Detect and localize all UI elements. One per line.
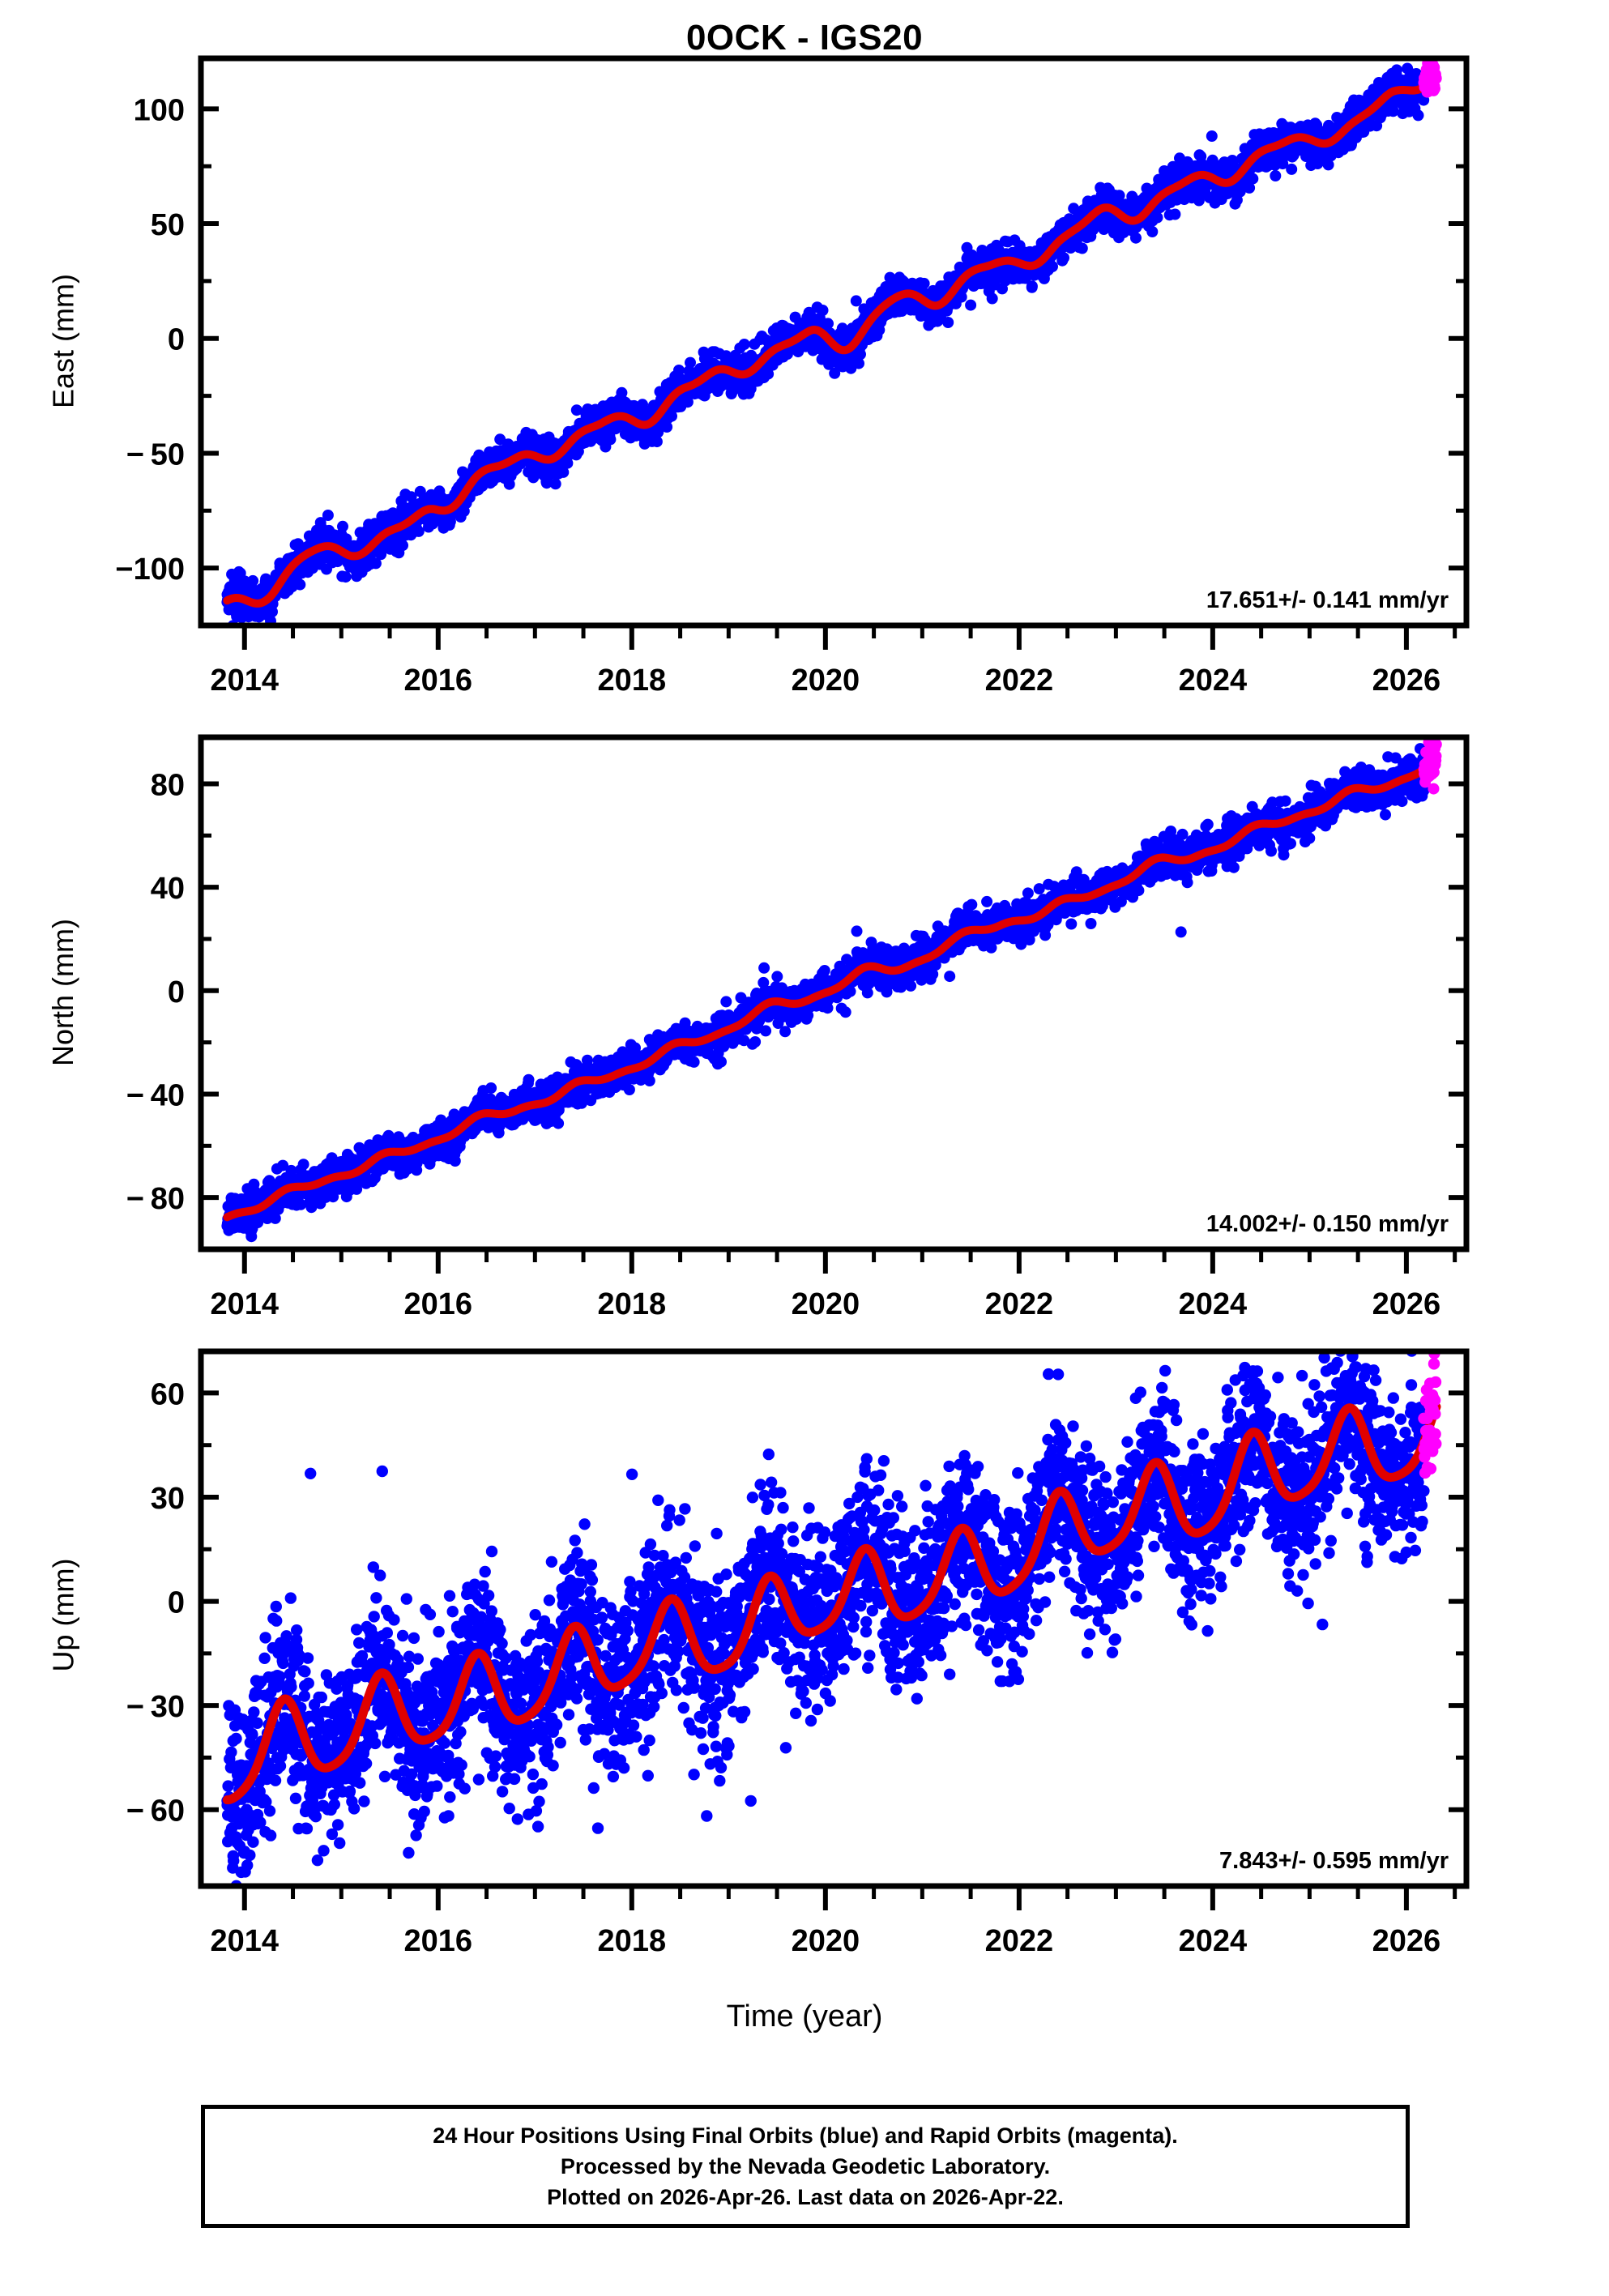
x-tick-label: 2024 xyxy=(1179,1924,1248,1958)
y-tick-label: 40 xyxy=(151,872,185,906)
x-axis-label: Time (year) xyxy=(726,1999,883,2034)
plot-up: 60 30 0 − 30 − 60 2014 2016 2018 2020 2022 2024 202… xyxy=(126,1348,1470,1958)
caption-line-orbits: 24 Hour Positions Using Final Orbits (bl… xyxy=(433,2123,1178,2148)
y-tick-label: 30 xyxy=(151,1482,185,1516)
y-tick-label: −100 xyxy=(115,553,185,587)
rate-annotation-north: 14.002+/- 0.150 mm/yr xyxy=(1206,1211,1449,1237)
x-tick-label: 2018 xyxy=(598,664,667,698)
x-tick-label: 2018 xyxy=(598,1287,667,1321)
y-tick-label: 50 xyxy=(151,208,185,242)
plot-east: 100 50 0 − 50 −100 2014 2016 2018 2020 2022 2024 20… xyxy=(115,55,1470,698)
data-points-up xyxy=(221,1351,1442,1886)
x-tick-label: 2016 xyxy=(404,664,473,698)
x-tick-label: 2022 xyxy=(985,1287,1054,1321)
x-tick-label: 2026 xyxy=(1372,1924,1441,1958)
y-tick-label: − 30 xyxy=(126,1690,185,1724)
caption-line-dates: Plotted on 2026-Apr-26. Last data on 202… xyxy=(547,2185,1064,2210)
rate-annotation-east: 17.651+/- 0.141 mm/yr xyxy=(1206,587,1449,613)
y-tick-label: 0 xyxy=(168,975,185,1009)
panel-north: 80 40 0 − 40 − 80 2014 2016 2018 2020 2022 2024 202… xyxy=(0,732,1609,1345)
panel-east: 100 50 0 − 50 −100 2014 2016 2018 2020 2022 2024 20… xyxy=(0,53,1609,721)
model-fit-line xyxy=(223,70,1440,608)
rapid-orbit-markers xyxy=(1418,737,1442,795)
page-title: 0OCK - IGS20 xyxy=(685,18,924,58)
y-axis-label-up: Up (mm) xyxy=(46,1558,79,1672)
x-tick-label: 2016 xyxy=(404,1924,473,1958)
model-fit-line xyxy=(222,1402,1441,1805)
y-tick-label: 0 xyxy=(168,323,185,357)
y-tick-label: − 80 xyxy=(126,1182,185,1216)
y-axis-label-north: North (mm) xyxy=(46,919,79,1066)
x-tick-label: 2014 xyxy=(211,1287,280,1321)
x-tick-label: 2022 xyxy=(985,1924,1054,1958)
x-tick-label: 2022 xyxy=(985,664,1054,698)
y-tick-label: 60 xyxy=(151,1377,185,1411)
x-tick-label: 2026 xyxy=(1372,1287,1441,1321)
plot-frame xyxy=(198,55,1470,629)
rate-annotation-up: 7.843+/- 0.595 mm/yr xyxy=(1219,1848,1449,1874)
plot-north: 80 40 0 − 40 − 80 2014 2016 2018 2020 2022 2024 202… xyxy=(126,734,1470,1321)
x-tick-label: 2026 xyxy=(1372,664,1441,698)
x-tick-label: 2024 xyxy=(1179,1287,1248,1321)
x-tick-label: 2014 xyxy=(211,1924,280,1958)
data-points-east xyxy=(221,58,1442,625)
x-tick-label: 2014 xyxy=(211,664,280,698)
x-tick-label: 2020 xyxy=(792,1924,860,1958)
plot-frame xyxy=(198,734,1470,1253)
y-tick-label: − 50 xyxy=(126,437,185,472)
y-tick-label: 0 xyxy=(168,1586,185,1620)
rapid-orbit-markers xyxy=(1418,58,1442,98)
rapid-orbit-markers xyxy=(1418,1351,1442,1479)
y-tick-label: 80 xyxy=(151,768,185,802)
plot-frame xyxy=(198,1348,1470,1889)
x-tick-label: 2020 xyxy=(792,1287,860,1321)
y-tick-label: 100 xyxy=(134,93,185,127)
caption-box: 24 Hour Positions Using Final Orbits (bl… xyxy=(201,2105,1410,2228)
data-points-north xyxy=(221,737,1442,1243)
y-tick-label: − 60 xyxy=(126,1795,185,1829)
x-tick-label: 2016 xyxy=(404,1287,473,1321)
y-tick-label: − 40 xyxy=(126,1078,185,1112)
y-axis-label-east: East (mm) xyxy=(46,274,79,408)
panel-up: 60 30 0 − 30 − 60 2014 2016 2018 2020 2022 2024 202… xyxy=(0,1346,1609,1982)
x-tick-label: 2018 xyxy=(598,1924,667,1958)
x-tick-label: 2020 xyxy=(792,664,860,698)
x-tick-label: 2024 xyxy=(1179,664,1248,698)
caption-line-processor: Processed by the Nevada Geodetic Laborat… xyxy=(560,2153,1051,2179)
model-fit-line xyxy=(223,754,1440,1222)
